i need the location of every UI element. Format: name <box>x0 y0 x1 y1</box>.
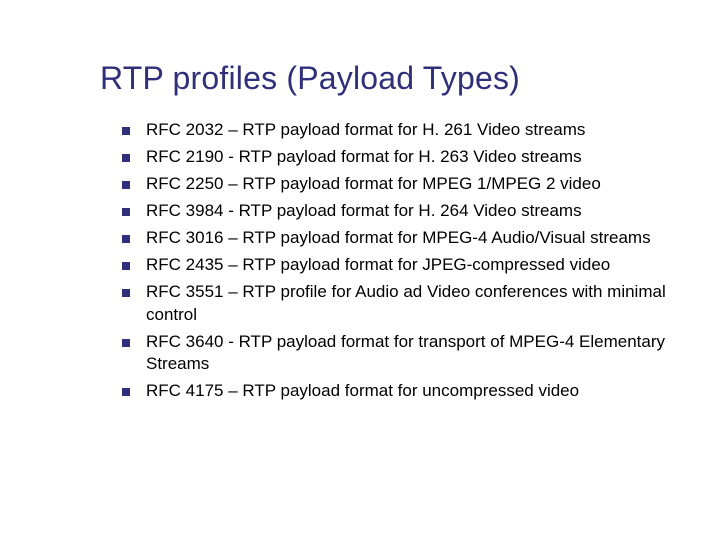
square-bullet-icon <box>122 181 130 189</box>
list-item-text: RFC 4175 – RTP payload format for uncomp… <box>146 380 690 403</box>
list-item-text: RFC 3551 – RTP profile for Audio ad Vide… <box>146 281 690 327</box>
list-item: RFC 2032 – RTP payload format for H. 261… <box>122 119 690 142</box>
square-bullet-icon <box>122 289 130 297</box>
list-item: RFC 3551 – RTP profile for Audio ad Vide… <box>122 281 690 327</box>
list-item: RFC 3984 - RTP payload format for H. 264… <box>122 200 690 223</box>
square-bullet-icon <box>122 235 130 243</box>
square-bullet-icon <box>122 208 130 216</box>
list-item-text: RFC 2190 - RTP payload format for H. 263… <box>146 146 690 169</box>
list-item: RFC 2435 – RTP payload format for JPEG-c… <box>122 254 690 277</box>
square-bullet-icon <box>122 127 130 135</box>
bullet-list: RFC 2032 – RTP payload format for H. 261… <box>100 119 690 403</box>
list-item-text: RFC 3016 – RTP payload format for MPEG-4… <box>146 227 690 250</box>
list-item-text: RFC 2032 – RTP payload format for H. 261… <box>146 119 690 142</box>
list-item: RFC 2190 - RTP payload format for H. 263… <box>122 146 690 169</box>
square-bullet-icon <box>122 339 130 347</box>
list-item-text: RFC 3640 - RTP payload format for transp… <box>146 331 690 377</box>
square-bullet-icon <box>122 262 130 270</box>
list-item: RFC 4175 – RTP payload format for uncomp… <box>122 380 690 403</box>
slide-container: RTP profiles (Payload Types) RFC 2032 – … <box>0 0 720 540</box>
list-item-text: RFC 2250 – RTP payload format for MPEG 1… <box>146 173 690 196</box>
list-item: RFC 3640 - RTP payload format for transp… <box>122 331 690 377</box>
list-item-text: RFC 3984 - RTP payload format for H. 264… <box>146 200 690 223</box>
square-bullet-icon <box>122 154 130 162</box>
list-item: RFC 3016 – RTP payload format for MPEG-4… <box>122 227 690 250</box>
square-bullet-icon <box>122 388 130 396</box>
slide-title: RTP profiles (Payload Types) <box>100 60 690 97</box>
list-item: RFC 2250 – RTP payload format for MPEG 1… <box>122 173 690 196</box>
list-item-text: RFC 2435 – RTP payload format for JPEG-c… <box>146 254 690 277</box>
